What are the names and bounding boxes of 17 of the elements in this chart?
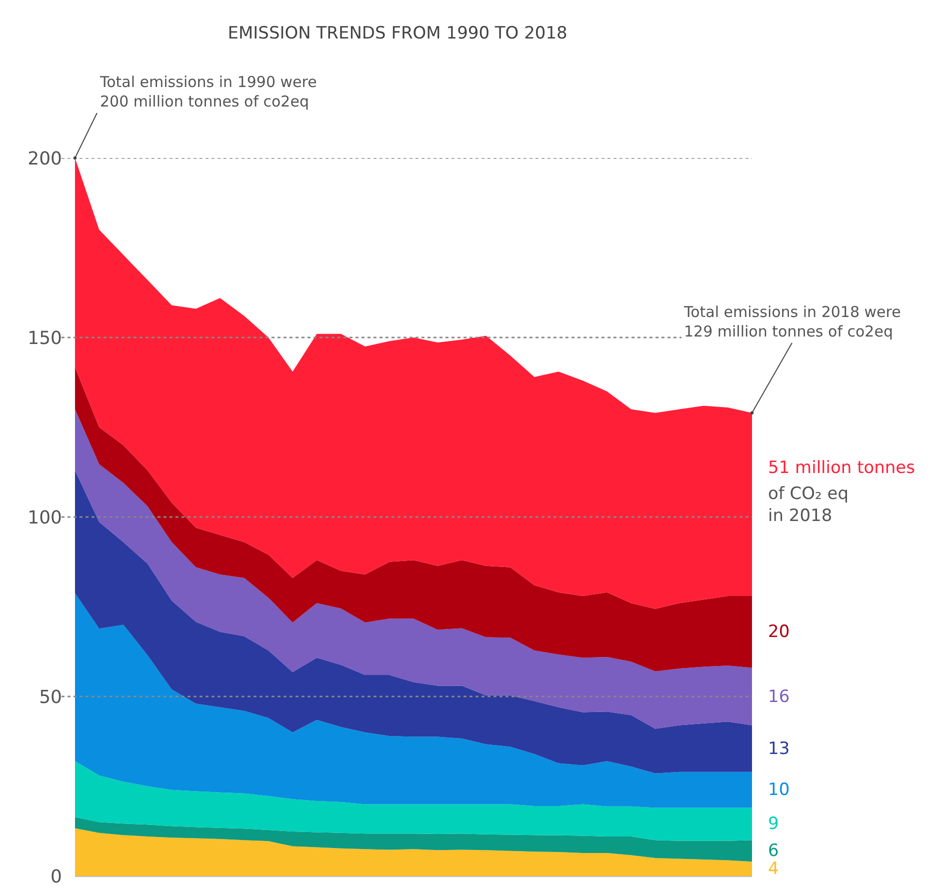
text: of CO₂ eq in 2018 bbox=[768, 484, 849, 526]
y-tick-label: 0 bbox=[50, 866, 62, 888]
data-label: 13 bbox=[768, 739, 790, 759]
y-tick-label: 150 bbox=[28, 328, 62, 349]
data-label: 16 bbox=[768, 687, 790, 707]
data-label: 10 bbox=[768, 780, 790, 800]
y-tick-label: 200 bbox=[28, 148, 62, 170]
data-label: 20 bbox=[768, 622, 790, 642]
data-label: 6 bbox=[768, 841, 779, 861]
chart-title: EMISSION TRENDS FROM 1990 TO 2018 bbox=[228, 24, 568, 44]
data-label: 9 bbox=[768, 814, 779, 834]
data-label: 4 bbox=[768, 859, 779, 879]
data-label: 51 million tonnes bbox=[768, 458, 916, 478]
y-tick-label: 50 bbox=[39, 686, 62, 708]
y-tick-label: 100 bbox=[28, 507, 62, 528]
text: Total emissions in 1990 were 200 million tonnes of co2eq bbox=[99, 73, 317, 110]
annotation: Total emissions in 2018 were 129 million tonnes of co2eq bbox=[683, 303, 901, 340]
